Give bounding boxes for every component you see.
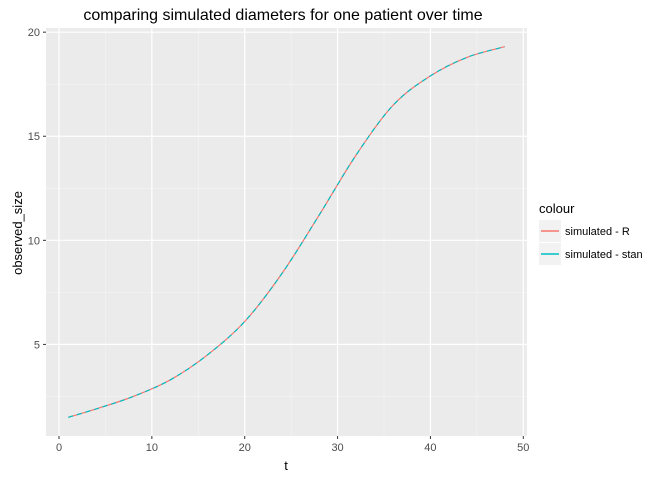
grid-lines xyxy=(46,28,527,436)
legend-items: simulated - R simulated - stan xyxy=(539,220,643,265)
legend-label: simulated - R xyxy=(565,226,630,238)
y-tick-label: 20 xyxy=(28,27,40,39)
legend-item: simulated - R xyxy=(539,220,630,242)
plot-panel xyxy=(46,28,527,436)
y-axis-title: observed_size xyxy=(10,191,25,275)
series-line-simulated-stan xyxy=(68,46,505,418)
x-tick-label: 40 xyxy=(424,442,436,454)
series-lines xyxy=(68,46,505,418)
legend-item: simulated - stan xyxy=(539,243,643,265)
legend-title: colour xyxy=(539,201,575,216)
legend: colour simulated - R simulated - stan xyxy=(539,201,643,265)
x-tick-label: 30 xyxy=(331,442,343,454)
x-tick-label: 10 xyxy=(146,442,158,454)
x-axis-title: t xyxy=(284,458,288,473)
y-tick-label: 10 xyxy=(28,235,40,247)
y-tick-label: 5 xyxy=(34,339,40,351)
axis-ticks: 0 10 20 30 40 50 5 10 15 20 xyxy=(28,27,530,454)
chart-title: comparing simulated diameters for one pa… xyxy=(83,7,482,24)
x-tick-label: 20 xyxy=(239,442,251,454)
x-tick-label: 50 xyxy=(517,442,529,454)
x-tick-label: 0 xyxy=(56,442,62,454)
y-tick-label: 15 xyxy=(28,131,40,143)
legend-label: simulated - stan xyxy=(565,249,643,261)
